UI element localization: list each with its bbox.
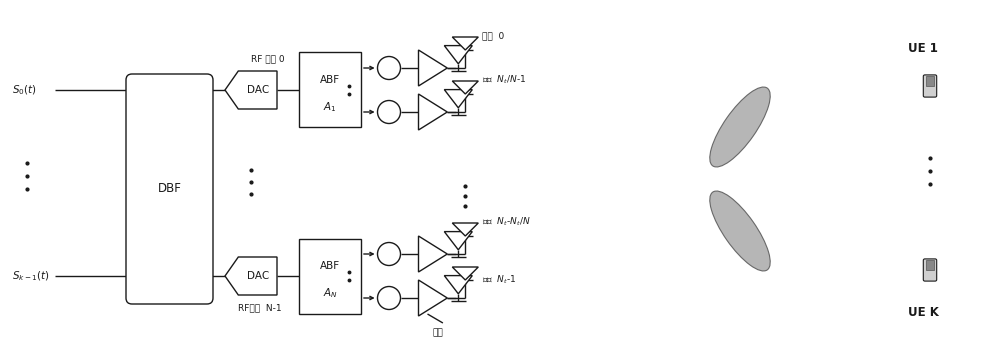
- Polygon shape: [444, 232, 472, 250]
- Text: 天线  $N_t/N$-1: 天线 $N_t/N$-1: [482, 74, 527, 86]
- Text: $A_N$: $A_N$: [323, 286, 337, 300]
- Text: $S_0(t)$: $S_0(t)$: [12, 83, 37, 97]
- Polygon shape: [444, 276, 472, 294]
- Polygon shape: [419, 94, 447, 130]
- Polygon shape: [452, 223, 478, 236]
- Text: DAC: DAC: [247, 85, 269, 95]
- Text: ABF: ABF: [320, 261, 340, 271]
- Text: UE 1: UE 1: [908, 42, 938, 54]
- Text: 天线  $N_t$-1: 天线 $N_t$-1: [482, 274, 517, 286]
- Bar: [926, 76, 934, 86]
- Polygon shape: [419, 236, 447, 272]
- Text: 功放: 功放: [433, 329, 443, 338]
- Circle shape: [378, 101, 401, 124]
- Ellipse shape: [710, 87, 770, 167]
- Polygon shape: [452, 267, 478, 280]
- Circle shape: [378, 57, 401, 79]
- Text: RF通道  N-1: RF通道 N-1: [238, 304, 282, 313]
- Polygon shape: [419, 50, 447, 86]
- FancyBboxPatch shape: [923, 75, 937, 97]
- Text: $S_{k-1}(t)$: $S_{k-1}(t)$: [12, 269, 50, 283]
- Circle shape: [378, 242, 401, 266]
- Text: DAC: DAC: [247, 271, 269, 281]
- Text: UE K: UE K: [908, 305, 939, 319]
- Text: RF 通道 0: RF 通道 0: [251, 54, 285, 63]
- Ellipse shape: [710, 191, 770, 271]
- Polygon shape: [452, 81, 478, 94]
- Bar: [299, 53, 361, 127]
- Polygon shape: [225, 257, 277, 295]
- Polygon shape: [444, 90, 472, 108]
- Text: 天线  0: 天线 0: [482, 32, 505, 40]
- Polygon shape: [225, 71, 277, 109]
- Polygon shape: [452, 37, 478, 50]
- Text: $A_1$: $A_1$: [323, 100, 337, 114]
- Bar: [299, 238, 361, 314]
- Polygon shape: [444, 45, 472, 64]
- Polygon shape: [419, 280, 447, 316]
- FancyBboxPatch shape: [923, 259, 937, 281]
- Text: ABF: ABF: [320, 75, 340, 85]
- Text: DBF: DBF: [158, 183, 181, 195]
- Bar: [926, 260, 934, 270]
- FancyBboxPatch shape: [126, 74, 213, 304]
- Circle shape: [378, 286, 401, 310]
- Text: 天线  $N_t$-$N_t/N$: 天线 $N_t$-$N_t/N$: [482, 216, 531, 228]
